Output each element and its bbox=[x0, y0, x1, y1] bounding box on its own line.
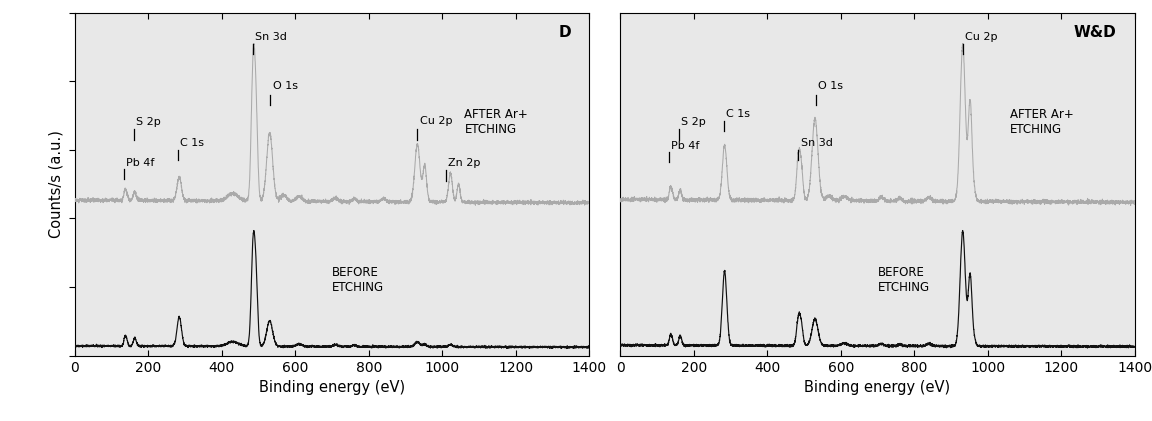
Text: S 2p: S 2p bbox=[681, 117, 706, 127]
X-axis label: Binding energy (eV): Binding energy (eV) bbox=[259, 380, 406, 395]
Text: BEFORE
ETCHING: BEFORE ETCHING bbox=[332, 266, 385, 294]
Text: O 1s: O 1s bbox=[818, 81, 843, 91]
Text: Sn 3d: Sn 3d bbox=[256, 32, 287, 42]
Text: Cu 2p: Cu 2p bbox=[965, 32, 998, 42]
Text: S 2p: S 2p bbox=[136, 117, 160, 127]
Text: Pb 4f: Pb 4f bbox=[126, 158, 154, 168]
Text: D: D bbox=[559, 25, 571, 40]
Text: W&D: W&D bbox=[1074, 25, 1116, 40]
X-axis label: Binding energy (eV): Binding energy (eV) bbox=[804, 380, 950, 395]
Text: Pb 4f: Pb 4f bbox=[672, 141, 699, 151]
Y-axis label: Counts/s (a.u.): Counts/s (a.u.) bbox=[48, 130, 63, 238]
Text: O 1s: O 1s bbox=[273, 81, 297, 91]
Text: Sn 3d: Sn 3d bbox=[801, 138, 833, 148]
Text: Zn 2p: Zn 2p bbox=[448, 158, 480, 168]
Text: C 1s: C 1s bbox=[180, 138, 204, 148]
Text: AFTER Ar+
ETCHING: AFTER Ar+ ETCHING bbox=[1010, 109, 1074, 136]
Text: Cu 2p: Cu 2p bbox=[419, 115, 452, 125]
Text: BEFORE
ETCHING: BEFORE ETCHING bbox=[878, 266, 930, 294]
Text: AFTER Ar+
ETCHING: AFTER Ar+ ETCHING bbox=[464, 109, 528, 136]
Text: C 1s: C 1s bbox=[726, 109, 750, 119]
